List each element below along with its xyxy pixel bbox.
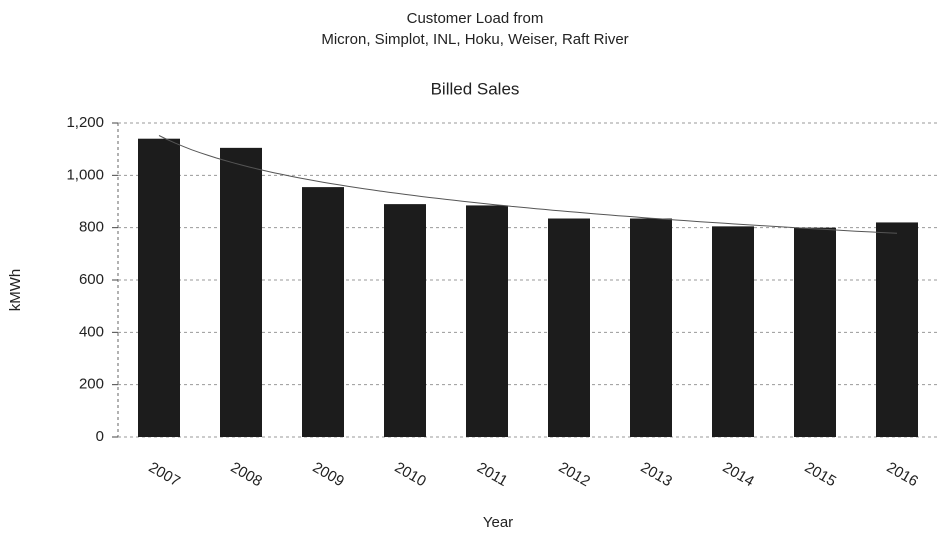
plot-title: Billed Sales [431, 79, 520, 98]
bar [384, 204, 426, 437]
trend-line [158, 135, 898, 234]
bar [138, 138, 180, 437]
y-tick-label: 1,000 [66, 166, 104, 183]
chart-subtitle: Micron, Simplot, INL, Hoku, Weiser, Raft… [321, 31, 628, 48]
bar [220, 147, 262, 437]
y-tick-label: 0 [96, 428, 104, 445]
y-axis-label: kMWh [7, 269, 24, 312]
x-tick-label: 2010 [392, 459, 429, 490]
y-tick-label: 1,200 [66, 114, 104, 131]
x-tick-label: 2011 [474, 459, 510, 490]
y-tick-label: 200 [79, 376, 104, 393]
bar [302, 187, 344, 437]
x-tick-label: 2013 [638, 459, 675, 490]
x-tick-label: 2014 [720, 459, 757, 490]
y-tick-label: 400 [79, 323, 104, 340]
bar [466, 205, 508, 437]
bar [548, 218, 590, 437]
y-tick-label: 800 [79, 219, 104, 236]
x-tick-label: 2012 [556, 459, 593, 490]
x-tick-label: 2016 [884, 459, 921, 490]
x-tick-label: 2015 [802, 459, 839, 490]
x-tick-label: 2009 [310, 459, 347, 490]
x-axis-label: Year [483, 514, 513, 531]
x-tick-label: 2007 [146, 459, 183, 490]
x-tick-label: 2008 [228, 459, 265, 490]
bar [630, 218, 672, 437]
bar [876, 222, 918, 437]
bar [712, 226, 754, 437]
chart-title: Customer Load from [407, 10, 544, 27]
bar [794, 227, 836, 437]
y-tick-label: 600 [79, 271, 104, 288]
